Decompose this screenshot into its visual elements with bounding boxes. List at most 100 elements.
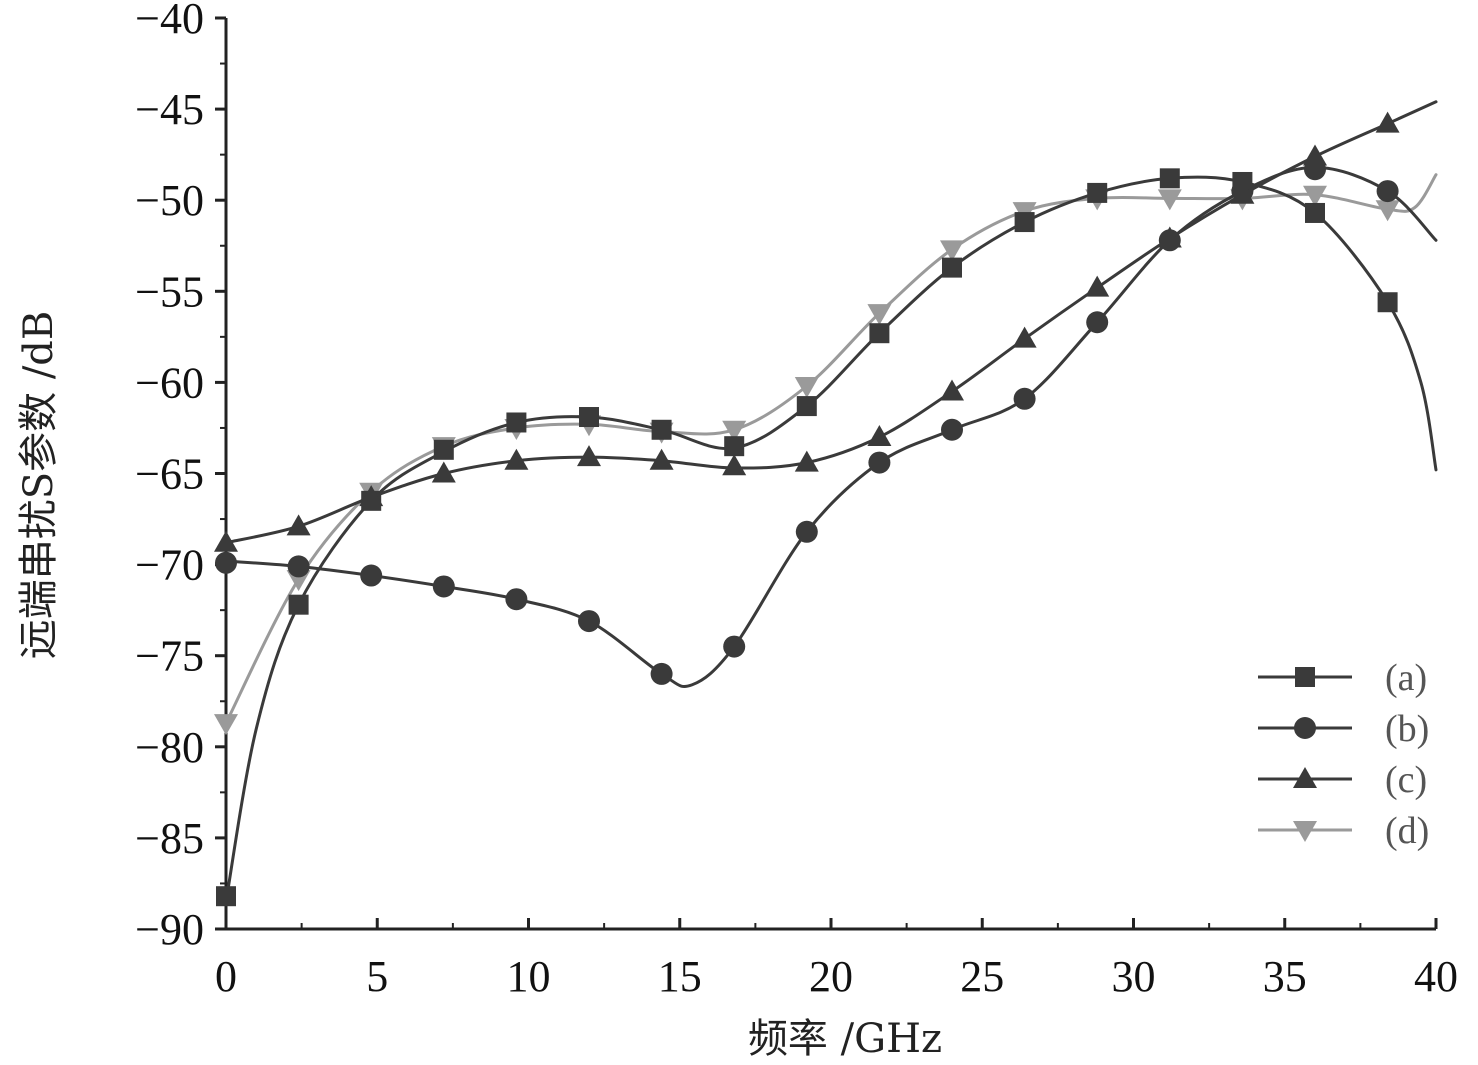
data-point (214, 714, 238, 736)
y-tick-label: −40 (135, 0, 204, 43)
series-d (214, 173, 1438, 736)
legend-marker (1294, 717, 1316, 739)
data-point (867, 304, 892, 326)
x-tick-label: 0 (215, 952, 237, 1001)
series-layer (214, 100, 1438, 907)
ticks (215, 16, 1438, 931)
legend-marker (1293, 821, 1317, 842)
data-point (1303, 144, 1327, 166)
y-tick-label: −45 (135, 85, 204, 134)
data-point (504, 448, 529, 470)
data-point (215, 551, 237, 574)
x-tick-label: 10 (507, 952, 551, 1001)
data-point (794, 377, 819, 399)
data-point (1159, 168, 1180, 189)
data-point (1087, 182, 1108, 203)
data-point (505, 588, 528, 611)
x-tick-label: 30 (1112, 952, 1156, 1001)
data-point (360, 564, 383, 587)
data-point (288, 594, 309, 615)
data-point (359, 485, 384, 507)
y-tick-label: −75 (135, 632, 204, 681)
data-point (1014, 212, 1035, 233)
legend-label: (b) (1385, 708, 1429, 750)
data-point (868, 451, 891, 474)
legend-item: (b) (1258, 708, 1429, 750)
data-point (214, 530, 238, 552)
data-point (795, 520, 818, 543)
data-point (1157, 189, 1182, 211)
x-tick-label: 35 (1263, 952, 1307, 1001)
series-c (214, 100, 1438, 552)
x-tick-label: 15 (658, 952, 702, 1001)
legend-item: (d) (1258, 810, 1429, 852)
series-b (215, 158, 1438, 689)
data-point (940, 240, 964, 262)
data-point (650, 662, 673, 685)
data-point (578, 610, 600, 633)
y-tick-label: −85 (135, 814, 204, 863)
data-point (722, 454, 747, 476)
data-point (723, 635, 746, 658)
data-point (649, 448, 674, 470)
y-axis-title: 远端串扰S参数 /dB (16, 311, 62, 660)
data-point (1303, 185, 1327, 207)
legend-label: (a) (1385, 657, 1427, 699)
legend-item: (a) (1258, 657, 1427, 699)
y-tick-label: −55 (135, 267, 204, 316)
x-tick-label: 40 (1414, 952, 1458, 1001)
tick-labels: −40 −45 −50 −55 −60 −65 −70 −75 −80 −85 −900 5 10 15 2… (135, 0, 1458, 1001)
data-point (941, 418, 963, 441)
data-point (869, 323, 890, 344)
y-tick-label: −50 (135, 176, 204, 225)
legend-marker (1293, 767, 1317, 788)
data-point (1377, 292, 1398, 313)
data-point (433, 439, 454, 460)
data-point (577, 445, 601, 467)
series-line (224, 100, 1438, 545)
series-line (224, 165, 1438, 689)
series-line (224, 173, 1438, 725)
data-point (579, 407, 599, 428)
series-line (224, 175, 1438, 904)
legend-label: (c) (1385, 759, 1427, 801)
data-point (724, 436, 745, 457)
data-point (1085, 275, 1110, 297)
data-point (431, 461, 456, 483)
data-point (1012, 326, 1037, 348)
data-point (867, 425, 892, 447)
x-tick-label: 20 (809, 952, 853, 1001)
data-point (942, 257, 962, 278)
y-tick-label: −65 (135, 450, 204, 499)
data-point (287, 555, 310, 578)
data-point (1375, 200, 1400, 222)
data-point (1157, 226, 1182, 248)
y-tick-label: −60 (135, 358, 204, 407)
x-tick-label: 25 (960, 952, 1004, 1001)
x-axis-title: 频率 /GHz (748, 1016, 942, 1062)
data-point (794, 450, 819, 472)
axes (224, 18, 1436, 931)
data-point (1375, 111, 1400, 133)
data-point (432, 575, 455, 598)
data-point (1086, 311, 1109, 334)
data-point (216, 886, 236, 907)
data-point (1305, 202, 1325, 223)
data-point (1230, 182, 1255, 204)
y-tick-label: −90 (135, 905, 204, 954)
data-point (1376, 180, 1399, 203)
legend: (a) (b) (c) (d) (1258, 657, 1429, 852)
legend-item: (c) (1258, 759, 1427, 801)
data-point (651, 419, 672, 440)
legend-label: (d) (1385, 810, 1429, 852)
y-tick-label: −70 (135, 541, 204, 590)
y-tick-label: −80 (135, 723, 204, 772)
data-point (286, 514, 311, 536)
data-point (1013, 387, 1036, 410)
series-a (216, 168, 1438, 907)
data-point (796, 396, 817, 417)
data-point (722, 420, 747, 442)
data-point (506, 412, 527, 433)
x-tick-label: 5 (366, 952, 388, 1001)
